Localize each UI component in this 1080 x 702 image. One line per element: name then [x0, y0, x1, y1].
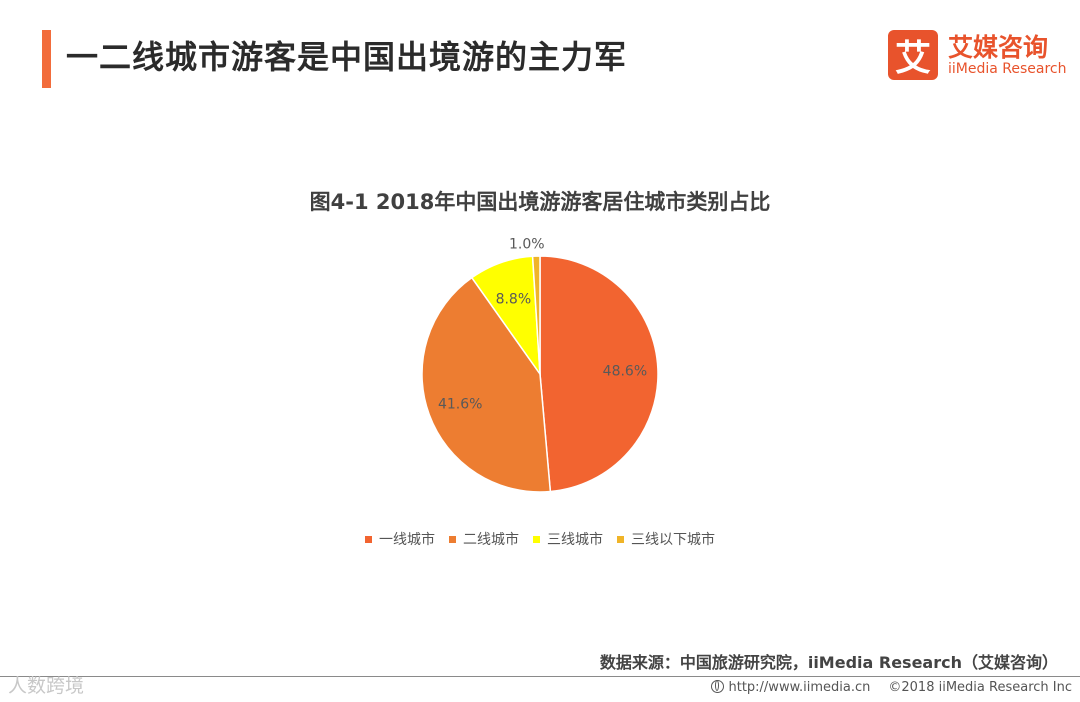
page-title: 一二线城市游客是中国出境游的主力军 [66, 38, 628, 76]
pie-slice-1 [539, 255, 659, 493]
logo-name-en: iiMedia Research [948, 61, 1067, 77]
logo-mark: 艾 [888, 30, 938, 80]
data-label-3: 8.8% [496, 292, 532, 308]
brand-logo: 艾 艾媒咨询 iiMedia Research [888, 30, 1068, 82]
title-accent-bar [42, 30, 51, 88]
legend-swatch-4 [617, 535, 624, 543]
legend-item-1: 一线城市 [365, 529, 435, 549]
logo-name-cn: 艾媒咨询 [948, 33, 1049, 62]
footer-divider [0, 676, 1080, 677]
data-source: 数据来源：中国旅游研究院，iiMedia Research（艾媒咨询） [599, 653, 1058, 672]
data-label-1: 48.6% [603, 363, 647, 379]
data-label-2: 41.6% [438, 396, 482, 412]
globe-icon [711, 680, 725, 693]
data-label-4: 1.0% [509, 237, 545, 253]
legend-swatch-2 [449, 535, 456, 543]
pie-slice-2 [421, 276, 552, 493]
legend-label-4: 三线以下城市 [631, 532, 715, 548]
chart-legend: 一线城市 二线城市 三线城市 三线以下城市 [0, 529, 1080, 549]
pie-slice-4 [531, 255, 541, 375]
legend-swatch-3 [533, 535, 540, 543]
website-link[interactable]: http://www.iimedia.cn [711, 680, 870, 695]
watermark: 人数跨境 [8, 675, 85, 697]
chart-title: 图4-1 2018年中国出境游游客居住城市类别占比 [309, 190, 771, 214]
copyright: ©2018 iiMedia Research Inc [888, 680, 1072, 695]
legend-label-2: 二线城市 [463, 532, 519, 548]
legend-item-4: 三线以下城市 [617, 529, 715, 549]
footer-info: http://www.iimedia.cn ©2018 iiMedia Rese… [711, 680, 1072, 695]
legend-label-3: 三线城市 [547, 532, 603, 548]
website-url: http://www.iimedia.cn [728, 680, 871, 695]
legend-swatch-1 [365, 535, 372, 543]
legend-label-1: 一线城市 [379, 532, 435, 548]
legend-item-3: 三线城市 [533, 529, 603, 549]
legend-item-2: 二线城市 [449, 529, 519, 549]
